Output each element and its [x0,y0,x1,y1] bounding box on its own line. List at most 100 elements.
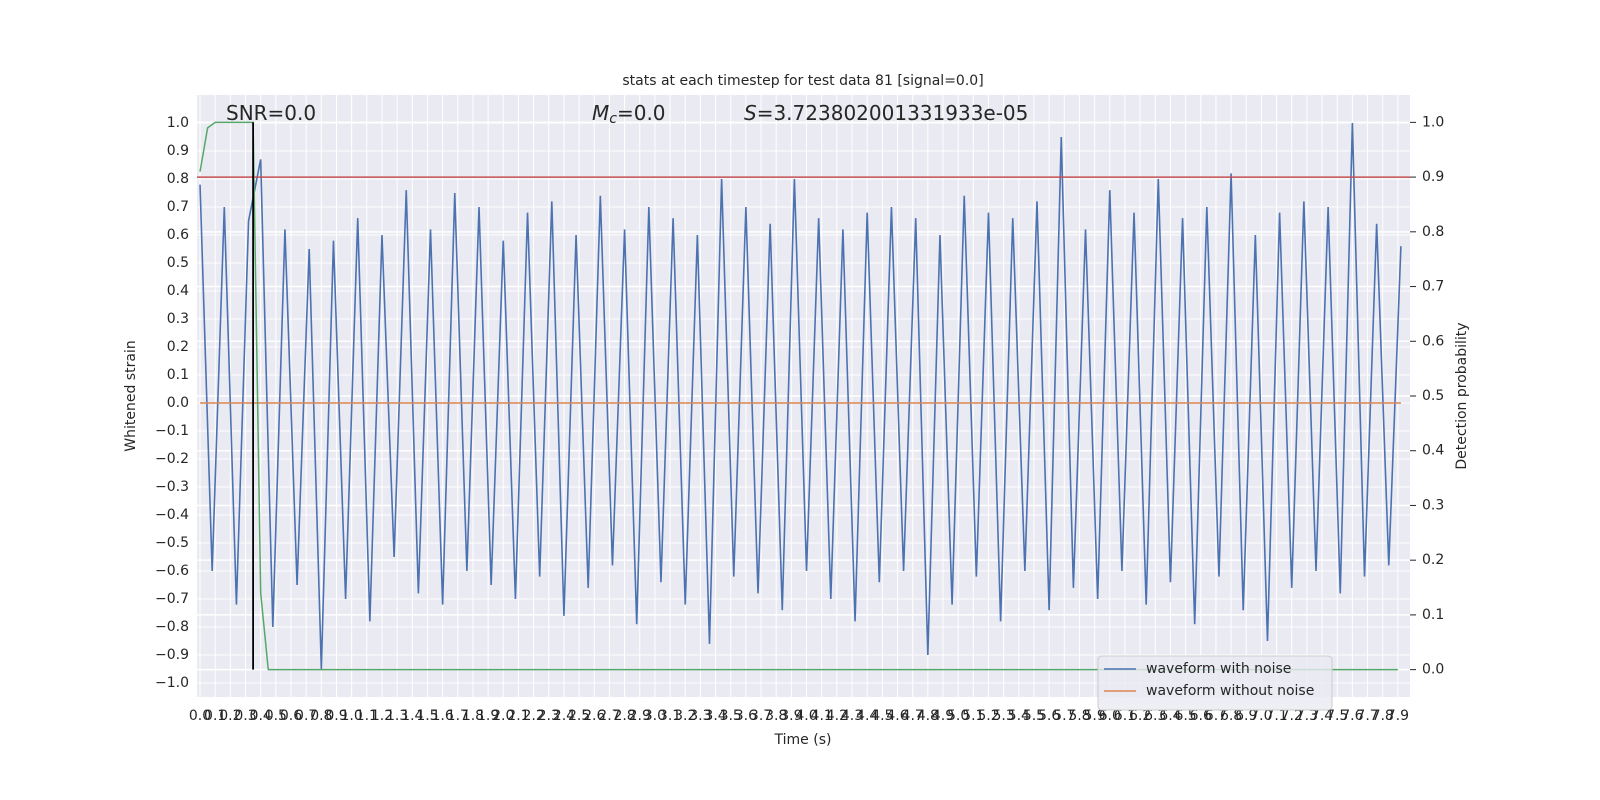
x-tick-label: 0.4 [250,708,272,724]
x-tick-label: 7.7 [1356,708,1378,724]
y2-tick-label: 0.4 [1422,443,1444,459]
legend-label: waveform with noise [1146,661,1291,677]
x-tick-label: 3.8 [765,708,787,724]
x-tick-label: 1.9 [477,708,499,724]
y-tick-label: 0.5 [167,255,189,271]
x-tick-label: 5.1 [962,708,984,724]
series-line [199,121,1398,671]
y2-tick-label: 0.3 [1422,497,1444,513]
x-tick-label: 2.7 [598,708,620,724]
x-tick-label: 2.4 [553,708,575,724]
x-tick-label: 4.0 [795,708,817,724]
x-tick-label: 7.5 [1326,708,1348,724]
x-tick-label: 2.2 [522,708,544,724]
x-tick-label: 7.0 [1250,708,1272,724]
x-tick-label: 6.6 [1190,708,1212,724]
x-tick-label: 0.9 [325,708,347,724]
x-tick-label: 5.9 [1083,708,1105,724]
x-tick-label: 7.4 [1311,708,1333,724]
y2-tick-label: 0.9 [1422,169,1444,185]
x-tick-label: 7.3 [1296,708,1318,724]
x-tick-label: 1.2 [371,708,393,724]
x-tick-label: 4.5 [871,708,893,724]
y2-tick-label: 0.2 [1422,552,1444,568]
x-tick-label: 7.8 [1372,708,1394,724]
y-tick-label: −1.0 [155,675,189,691]
x-tick-label: 1.6 [431,708,453,724]
x-tick-label: 3.5 [720,708,742,724]
x-tick-label: 2.3 [538,708,560,724]
x-tick-label: 3.4 [704,708,726,724]
x-tick-label: 4.6 [886,708,908,724]
y-tick-label: 0.1 [167,367,189,383]
x-tick-label: 4.1 [811,708,833,724]
x-tick-label: 0.8 [310,708,332,724]
y2-tick-label: 0.7 [1422,279,1444,295]
x-tick-label: 5.5 [1023,708,1045,724]
x-tick-label: 7.9 [1387,708,1409,724]
x-tick-label: 4.9 [932,708,954,724]
x-tick-label: 0.1 [204,708,226,724]
x-tick-label: 0.0 [189,708,211,724]
x-tick-label: 1.7 [447,708,469,724]
x-tick-label: 6.8 [1220,708,1242,724]
x-tick-label: 6.1 [1114,708,1136,724]
x-tick-label: 4.2 [826,708,848,724]
y2-tick-label: 0.0 [1422,662,1444,678]
y2-tick-label: 0.5 [1422,388,1444,404]
x-tick-label: 6.5 [1174,708,1196,724]
annotation: SNR=0.0 [226,101,316,125]
x-tick-label: 4.4 [856,708,878,724]
annotation-subscript: c [609,111,617,127]
annotation-symbol: S [744,101,757,125]
x-tick-label: 4.3 [841,708,863,724]
x-tick-label: 5.8 [1068,708,1090,724]
y2-tick-label: 0.8 [1422,224,1444,240]
x-tick-label: 4.8 [917,708,939,724]
y-tick-label: −0.4 [155,507,189,523]
y-tick-label: 1.0 [167,115,189,131]
annotation-text: SNR=0.0 [226,101,316,125]
x-tick-label: 6.4 [1159,708,1181,724]
x-tick-label: 3.1 [659,708,681,724]
x-tick-label: 0.3 [234,708,256,724]
x-tick-label: 0.7 [295,708,317,724]
x-tick-label: 1.0 [341,708,363,724]
annotation-symbol: M [592,101,609,125]
x-axis-label: Time (s) [774,732,832,748]
y-axis-label: Whitened strain [123,340,139,451]
legend-label: waveform without noise [1146,683,1314,699]
x-tick-label: 1.5 [416,708,438,724]
x-tick-label: 5.2 [977,708,999,724]
x-tick-label: 7.6 [1341,708,1363,724]
x-tick-label: 2.1 [507,708,529,724]
x-tick-label: 6.3 [1144,708,1166,724]
x-tick-label: 1.3 [386,708,408,724]
annotation-text: =3.723802001331933e-05 [757,101,1029,125]
x-tick-label: 1.8 [462,708,484,724]
x-tick-label: 7.1 [1265,708,1287,724]
x-tick-label: 5.7 [1053,708,1075,724]
legend: waveform with noise waveform without nois… [1097,655,1333,711]
x-tick-label: 3.9 [780,708,802,724]
legend-box [1097,655,1333,711]
x-tick-label: 6.7 [1205,708,1227,724]
y-tick-label: −0.8 [155,619,189,635]
x-tick-label: 7.2 [1281,708,1303,724]
y-tick-label: −0.1 [155,423,189,439]
y-tick-label: −0.7 [155,591,189,607]
y2-tick-label: 1.0 [1422,114,1444,130]
x-tick-label: 5.0 [947,708,969,724]
annotation: Mc=0.0 [592,101,666,128]
y-tick-label: 0.2 [167,339,189,355]
y-tick-label: −0.6 [155,563,189,579]
x-tick-label: 2.9 [629,708,651,724]
y2-tick-label: 0.6 [1422,333,1444,349]
y-tick-label: −0.3 [155,479,189,495]
x-tick-label: 5.3 [993,708,1015,724]
x-tick-label: 3.3 [689,708,711,724]
x-tick-label: 2.5 [568,708,590,724]
annotation-text: =0.0 [617,101,666,125]
y-tick-label: −0.5 [155,535,189,551]
